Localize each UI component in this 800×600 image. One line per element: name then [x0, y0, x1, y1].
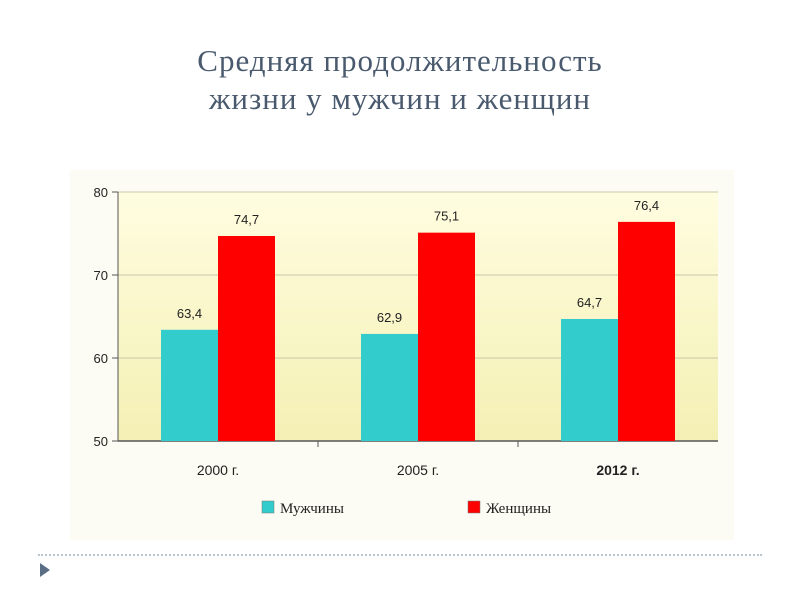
y-tick-label: 80: [94, 185, 108, 200]
x-tick-label: 2000 г.: [197, 462, 239, 478]
slide-title: Средняя продолжительность жизни у мужчин…: [100, 42, 700, 118]
play-arrow-icon: [40, 563, 50, 577]
y-tick-label: 50: [94, 434, 108, 449]
y-tick-label: 70: [94, 268, 108, 283]
x-tick-label: 2012 г.: [596, 462, 639, 478]
data-label-women-1: 74,7: [234, 212, 259, 227]
y-tick-label: 60: [94, 351, 108, 366]
legend-label-women: Женщины: [486, 501, 551, 517]
legend-label-men: Мужчины: [280, 501, 344, 517]
x-tick-label: 2005 г.: [397, 462, 439, 478]
legend-swatch-women: [467, 500, 481, 514]
bar-men-2: [361, 333, 418, 441]
legend-swatch-men: [261, 500, 275, 514]
slide-title-line-2: жизни у мужчин и женщин: [208, 81, 592, 116]
data-label-men-2: 62,9: [377, 310, 402, 325]
bar-men-1: [161, 329, 218, 441]
data-label-men-1: 63,4: [177, 306, 202, 321]
bar-women-1: [218, 235, 275, 441]
bar-women-2: [418, 232, 475, 441]
data-label-women-2: 75,1: [434, 209, 459, 224]
data-label-men-3: 64,7: [577, 295, 602, 310]
footer-divider: [38, 554, 762, 556]
bar-women-3: [618, 221, 675, 441]
slide-title-line-1: Средняя продолжительность: [197, 43, 603, 78]
bar-men-3: [561, 318, 618, 441]
data-label-women-3: 76,4: [634, 198, 659, 213]
